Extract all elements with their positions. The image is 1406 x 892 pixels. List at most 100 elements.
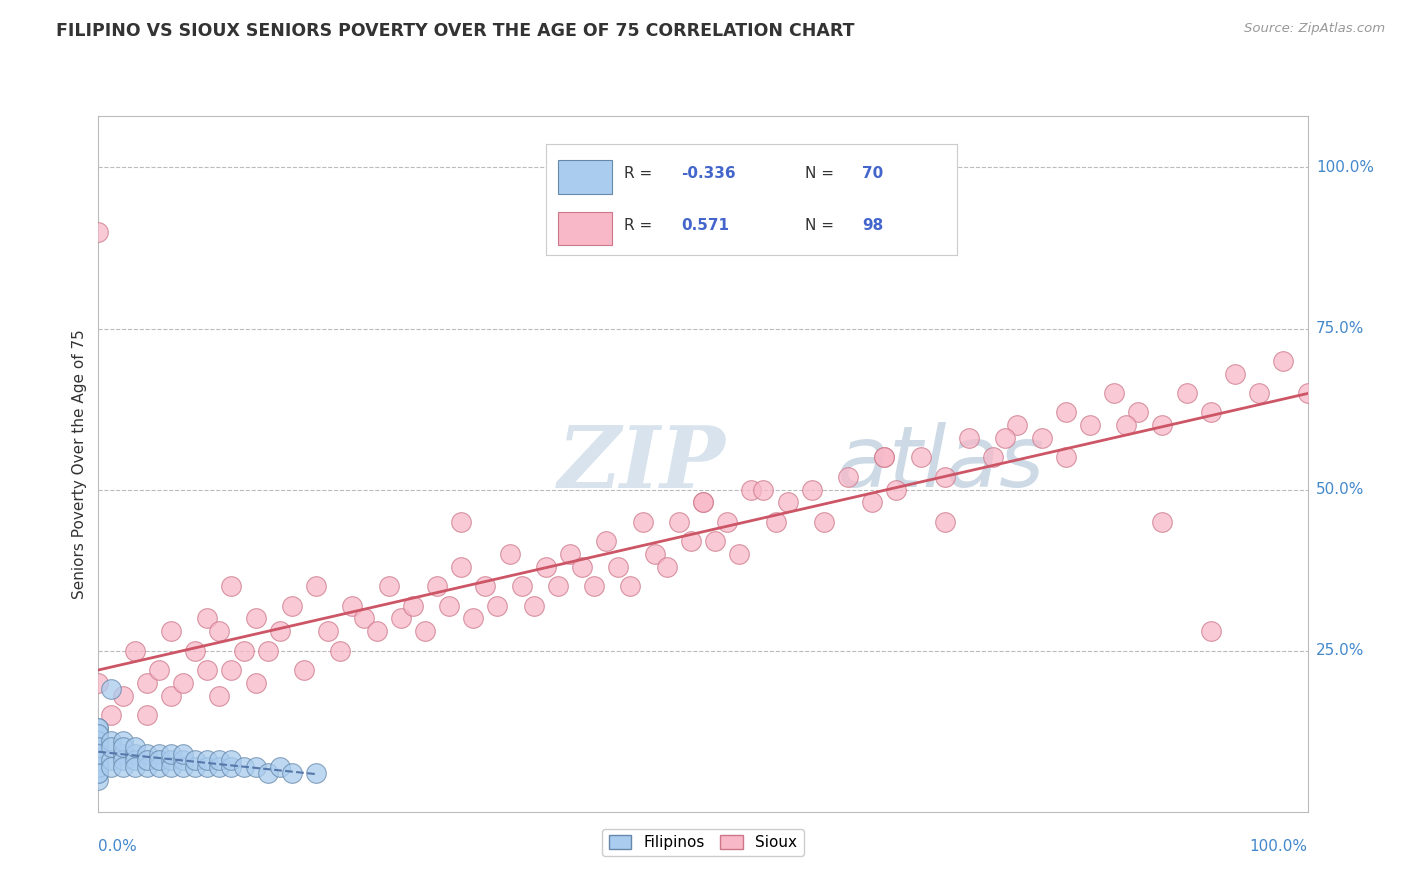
- Point: [886, 483, 908, 497]
- Point: [87, 734, 110, 748]
- Point: [195, 759, 218, 773]
- Point: [87, 740, 110, 755]
- Point: [994, 431, 1017, 445]
- Point: [910, 450, 932, 465]
- Point: [305, 766, 328, 780]
- Point: [934, 469, 956, 483]
- Point: [389, 611, 412, 625]
- Point: [413, 624, 436, 639]
- Point: [124, 740, 146, 755]
- Point: [87, 740, 110, 755]
- Point: [87, 727, 110, 741]
- Point: [135, 753, 157, 767]
- Point: [87, 766, 110, 780]
- Point: [87, 753, 110, 767]
- Point: [87, 727, 110, 741]
- Text: 70: 70: [862, 166, 883, 181]
- Point: [957, 431, 980, 445]
- Point: [1078, 418, 1101, 433]
- Point: [450, 515, 472, 529]
- Point: [87, 734, 110, 748]
- Point: [148, 663, 170, 677]
- Point: [860, 495, 883, 509]
- Point: [523, 599, 546, 613]
- Text: 0.571: 0.571: [682, 218, 730, 233]
- Point: [474, 579, 496, 593]
- Point: [184, 643, 207, 657]
- Text: N =: N =: [804, 166, 839, 181]
- Point: [292, 663, 315, 677]
- Point: [135, 759, 157, 773]
- Point: [981, 450, 1004, 465]
- Point: [208, 689, 231, 703]
- Point: [87, 772, 110, 787]
- Point: [87, 721, 110, 735]
- Point: [111, 689, 134, 703]
- Point: [1249, 386, 1271, 401]
- Point: [595, 534, 617, 549]
- Point: [426, 579, 449, 593]
- Point: [208, 753, 231, 767]
- Point: [135, 747, 157, 761]
- Y-axis label: Seniors Poverty Over the Age of 75: Seniors Poverty Over the Age of 75: [72, 329, 87, 599]
- Point: [1272, 353, 1295, 368]
- Point: [111, 747, 134, 761]
- Point: [195, 753, 218, 767]
- Point: [111, 753, 134, 767]
- Point: [765, 515, 787, 529]
- Point: [776, 495, 799, 509]
- Point: [281, 766, 304, 780]
- Text: 50.0%: 50.0%: [1316, 482, 1364, 497]
- Point: [1152, 515, 1174, 529]
- Text: R =: R =: [624, 166, 657, 181]
- Legend: Filipinos, Sioux: Filipinos, Sioux: [602, 829, 804, 856]
- Point: [221, 579, 243, 593]
- Point: [692, 495, 714, 509]
- Text: -0.336: -0.336: [682, 166, 737, 181]
- Point: [607, 560, 630, 574]
- Point: [437, 599, 460, 613]
- Point: [87, 747, 110, 761]
- Point: [160, 753, 183, 767]
- Point: [87, 759, 110, 773]
- Point: [269, 759, 291, 773]
- Point: [1199, 405, 1222, 419]
- Point: [1175, 386, 1198, 401]
- Point: [87, 740, 110, 755]
- Point: [195, 611, 218, 625]
- Point: [87, 740, 110, 755]
- Point: [195, 663, 218, 677]
- Point: [873, 450, 896, 465]
- Point: [208, 624, 231, 639]
- Point: [752, 483, 775, 497]
- Point: [873, 450, 896, 465]
- Point: [558, 547, 581, 561]
- Point: [668, 515, 690, 529]
- Text: 0.0%: 0.0%: [98, 839, 138, 855]
- Text: 100.0%: 100.0%: [1316, 160, 1374, 175]
- Point: [160, 624, 183, 639]
- Point: [1054, 450, 1077, 465]
- Point: [87, 740, 110, 755]
- Point: [160, 747, 183, 761]
- Point: [583, 579, 606, 593]
- Point: [87, 747, 110, 761]
- Point: [644, 547, 666, 561]
- Point: [221, 759, 243, 773]
- Bar: [558, 211, 612, 245]
- Point: [87, 753, 110, 767]
- Point: [316, 624, 339, 639]
- Point: [87, 759, 110, 773]
- Point: [486, 599, 509, 613]
- Point: [245, 676, 267, 690]
- Point: [342, 599, 364, 613]
- Point: [160, 689, 183, 703]
- Point: [1199, 624, 1222, 639]
- Point: [1007, 418, 1029, 433]
- Point: [100, 759, 122, 773]
- Point: [631, 515, 654, 529]
- Point: [87, 747, 110, 761]
- Bar: [558, 161, 612, 194]
- Point: [679, 534, 702, 549]
- Point: [353, 611, 375, 625]
